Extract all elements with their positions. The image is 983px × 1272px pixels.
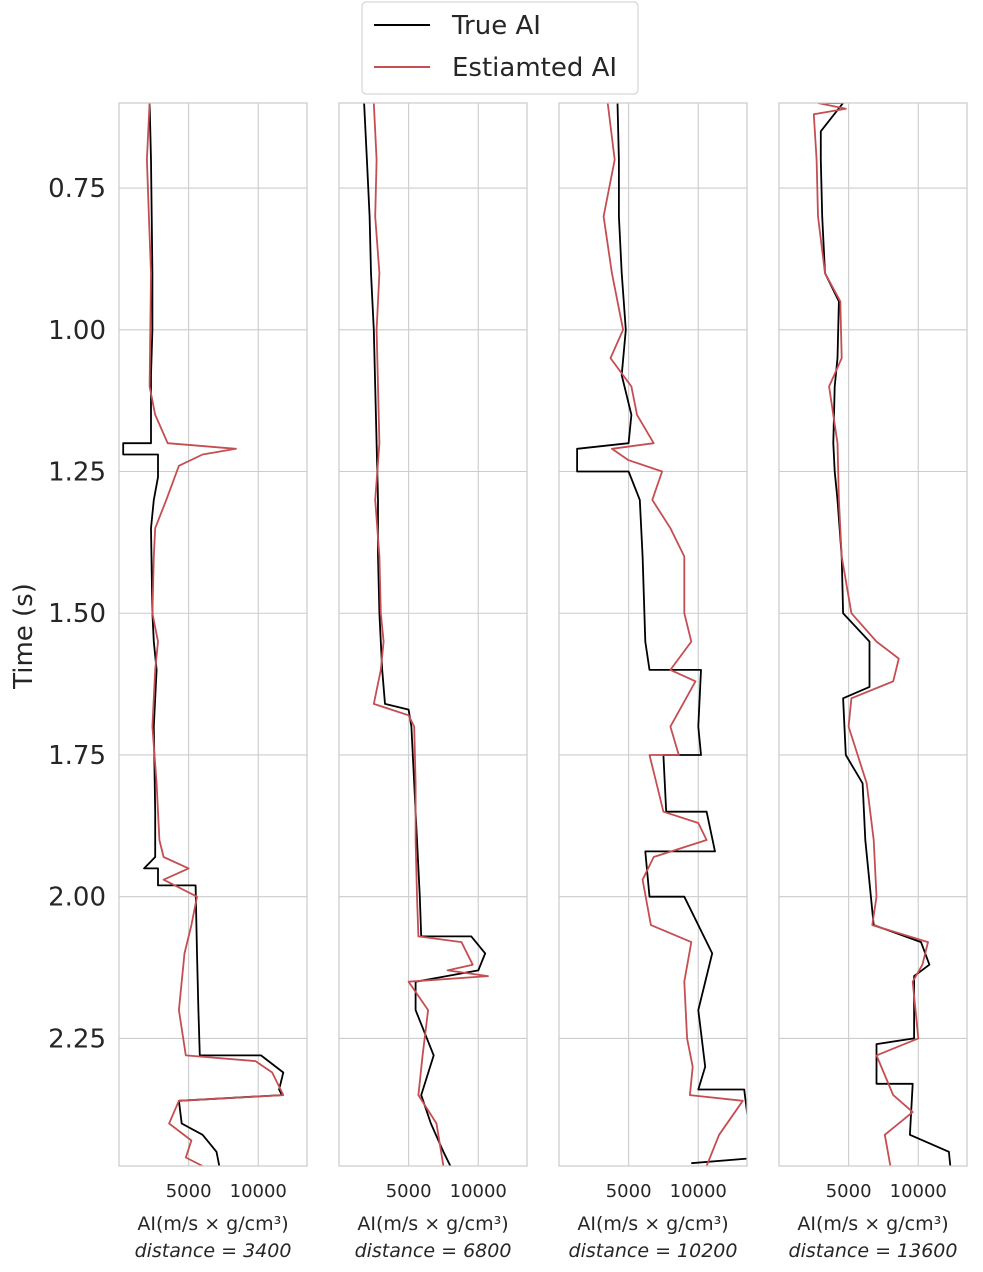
series-estimated-ai-line: [372, 103, 489, 1166]
panel-subtitle: distance = 10200: [569, 1240, 738, 1262]
y-tick-label: 2.00: [48, 883, 106, 913]
panel-frame: [558, 102, 748, 1167]
panel-4: 5000 10000 AI(m/s × g/cm³) distance = 13600: [778, 102, 968, 1262]
y-tick-label: 1.00: [48, 316, 106, 346]
x-tick-label: 10000: [890, 1181, 947, 1202]
x-tick-label: 5000: [606, 1181, 652, 1202]
x-tick-label: 10000: [230, 1181, 287, 1202]
panel-2: 5000 10000 AI(m/s × g/cm³) distance = 6800: [338, 102, 528, 1262]
x-axis-label: AI(m/s × g/cm³): [577, 1213, 728, 1235]
x-tick-label: 5000: [826, 1181, 872, 1202]
series-true-ai-line: [363, 103, 487, 1166]
x-tick-label: 10000: [670, 1181, 727, 1202]
y-tick-label: 1.50: [48, 599, 106, 629]
x-axis-label: AI(m/s × g/cm³): [797, 1213, 948, 1235]
legend-box: [361, 1, 639, 95]
legend: True AI Estiamted AI: [361, 1, 639, 95]
y-tick-label: 1.25: [48, 458, 106, 488]
x-tick-label: 5000: [166, 1181, 212, 1202]
series-true-ai-line: [122, 103, 285, 1166]
x-tick-label: 5000: [386, 1181, 432, 1202]
legend-label-true-ai: True AI: [451, 11, 541, 41]
series-estimated-ai-line: [602, 103, 744, 1166]
y-tick-label: 0.75: [48, 174, 106, 204]
panel-subtitle: distance = 3400: [135, 1240, 292, 1262]
y-tick-label: 2.25: [48, 1024, 106, 1054]
panel-subtitle: distance = 6800: [355, 1240, 512, 1262]
panel-subtitle: distance = 13600: [789, 1240, 958, 1262]
panel-3: 5000 10000 AI(m/s × g/cm³) distance = 10200: [558, 102, 748, 1262]
x-axis-label: AI(m/s × g/cm³): [137, 1213, 288, 1235]
x-axis-label: AI(m/s × g/cm³): [357, 1213, 508, 1235]
panel-frame: [338, 102, 528, 1167]
series-estimated-ai-line: [812, 103, 929, 1166]
x-tick-label: 10000: [450, 1181, 507, 1202]
panel-frame: [118, 102, 308, 1167]
series-true-ai-line: [576, 103, 747, 1165]
panels: 0.75 1.00 1.25 1.50 1.75 2.00 2.25 5000 10000 AI(…: [48, 102, 968, 1262]
series-estimated-ai-line: [146, 103, 285, 1166]
legend-label-estimated-ai: Estiamted AI: [452, 53, 617, 83]
y-axis-label: Time (s): [9, 583, 39, 690]
panel-frame: [778, 102, 968, 1167]
y-tick-label: 1.75: [48, 741, 106, 771]
panel-1: 5000 10000 AI(m/s × g/cm³) distance = 3400: [118, 102, 308, 1262]
